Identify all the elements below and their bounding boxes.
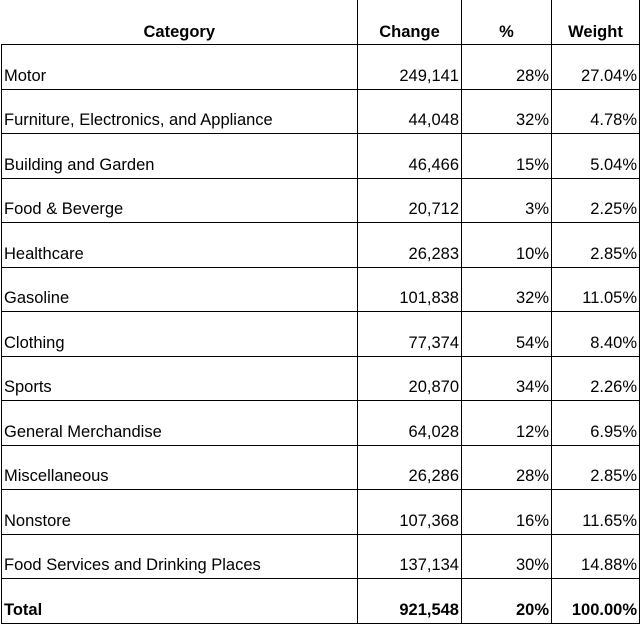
cell-change: 77,374 (357, 311, 462, 357)
header-percent: % (461, 0, 552, 45)
retail-change-table: Category Change % Weight Motor 249,141 28%… (1, 0, 640, 624)
cell-category: Food & Beverge (1, 177, 358, 223)
cell-weight: 2.25% (551, 177, 640, 223)
cell-percent: 3% (461, 177, 552, 223)
cell-change: 46,466 (357, 133, 462, 179)
cell-change: 64,028 (357, 400, 462, 446)
cell-percent: 32% (461, 266, 552, 312)
cell-change: 44,048 (357, 88, 462, 134)
cell-category: Gasoline (1, 266, 358, 312)
header-weight: Weight (551, 0, 640, 45)
table-row: Furniture, Electronics, and Appliance 44,… (1, 88, 640, 134)
cell-weight: 6.95% (551, 400, 640, 446)
header-row: Category Change % Weight (1, 0, 640, 45)
cell-weight: 11.05% (551, 266, 640, 312)
cell-weight: 14.88% (551, 533, 640, 579)
cell-category: Healthcare (1, 222, 358, 268)
cell-weight: 27.04% (551, 44, 640, 90)
cell-percent: 34% (461, 355, 552, 401)
table-row: Gasoline 101,838 32% 11.05% (1, 266, 640, 312)
cell-weight: 2.85% (551, 222, 640, 268)
cell-weight: 11.65% (551, 489, 640, 535)
cell-category: Building and Garden (1, 133, 358, 179)
cell-category: Furniture, Electronics, and Appliance (1, 88, 358, 134)
cell-percent: 16% (461, 489, 552, 535)
table-row: Healthcare 26,283 10% 2.85% (1, 222, 640, 268)
cell-percent: 20% (461, 578, 552, 624)
cell-percent: 54% (461, 311, 552, 357)
table-row: Motor 249,141 28% 27.04% (1, 44, 640, 90)
cell-weight: 8.40% (551, 311, 640, 357)
cell-change: 107,368 (357, 489, 462, 535)
cell-change: 26,286 (357, 444, 462, 490)
cell-change: 20,712 (357, 177, 462, 223)
cell-category: Sports (1, 355, 358, 401)
cell-change: 20,870 (357, 355, 462, 401)
table-header: Category Change % Weight (1, 0, 640, 45)
cell-weight: 5.04% (551, 133, 640, 179)
header-change: Change (357, 0, 462, 45)
total-row: Total 921,548 20% 100.00% (1, 578, 640, 624)
cell-change: 249,141 (357, 44, 462, 90)
cell-change: 26,283 (357, 222, 462, 268)
table-row: Nonstore 107,368 16% 11.65% (1, 489, 640, 535)
table-row: Sports 20,870 34% 2.26% (1, 355, 640, 401)
cell-percent: 28% (461, 444, 552, 490)
table-row: Food Services and Drinking Places 137,134… (1, 533, 640, 579)
table-row: Miscellaneous 26,286 28% 2.85% (1, 444, 640, 490)
cell-category: Clothing (1, 311, 358, 357)
cell-change: 921,548 (357, 578, 462, 624)
cell-percent: 30% (461, 533, 552, 579)
table-row: Clothing 77,374 54% 8.40% (1, 311, 640, 357)
cell-category: Motor (1, 44, 358, 90)
cell-category: Total (1, 578, 358, 624)
cell-percent: 12% (461, 400, 552, 446)
cell-change: 101,838 (357, 266, 462, 312)
cell-weight: 2.85% (551, 444, 640, 490)
cell-percent: 15% (461, 133, 552, 179)
table-row: General Merchandise 64,028 12% 6.95% (1, 400, 640, 446)
table-row: Food & Beverge 20,712 3% 2.25% (1, 177, 640, 223)
cell-percent: 28% (461, 44, 552, 90)
cell-category: Nonstore (1, 489, 358, 535)
cell-category: Miscellaneous (1, 444, 358, 490)
cell-percent: 10% (461, 222, 552, 268)
cell-change: 137,134 (357, 533, 462, 579)
table-body: Motor 249,141 28% 27.04% Furniture, Electron… (1, 44, 640, 624)
cell-weight: 100.00% (551, 578, 640, 624)
header-category: Category (1, 0, 358, 45)
cell-weight: 4.78% (551, 88, 640, 134)
table-row: Building and Garden 46,466 15% 5.04% (1, 133, 640, 179)
cell-category: General Merchandise (1, 400, 358, 446)
cell-weight: 2.26% (551, 355, 640, 401)
cell-percent: 32% (461, 88, 552, 134)
cell-category: Food Services and Drinking Places (1, 533, 358, 579)
